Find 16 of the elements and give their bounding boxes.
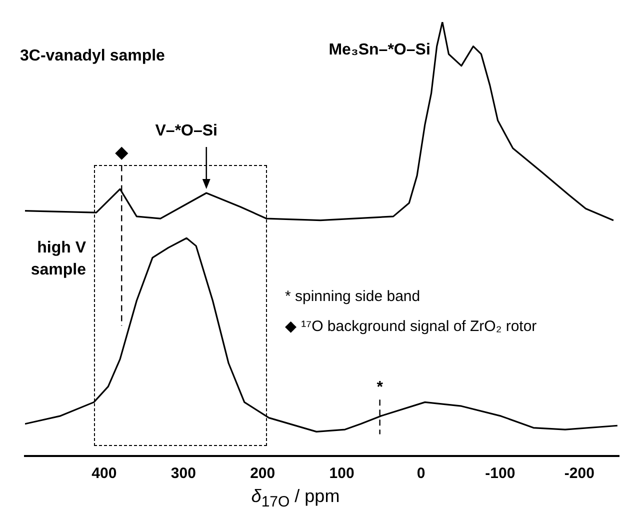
ref-line-label: ◆ — [114, 144, 129, 162]
annotation: ◆ ¹⁷O background signal of ZrO₂ rotor — [285, 318, 537, 336]
x-tick-label: 100 — [329, 465, 354, 482]
annotation: V–*O–Si — [155, 122, 218, 140]
x-tick-label: 200 — [250, 465, 276, 482]
x-tick-label: -200 — [564, 465, 594, 482]
x-tick-label: 400 — [92, 465, 117, 482]
x-axis-title: δ$_{17O}$ / ppm — [250, 486, 341, 511]
annotation: high V sample — [30, 239, 86, 278]
ref-line-label: * — [376, 378, 384, 396]
annotation: Me₃Sn–*O–Si — [328, 41, 430, 58]
x-tick-label: 300 — [170, 465, 196, 482]
x-tick-label: -100 — [485, 465, 516, 482]
x-tick-label: 0 — [416, 465, 426, 482]
annotation: 3C-vanadyl sample — [20, 47, 166, 64]
annotation: * spinning side band — [285, 288, 420, 306]
